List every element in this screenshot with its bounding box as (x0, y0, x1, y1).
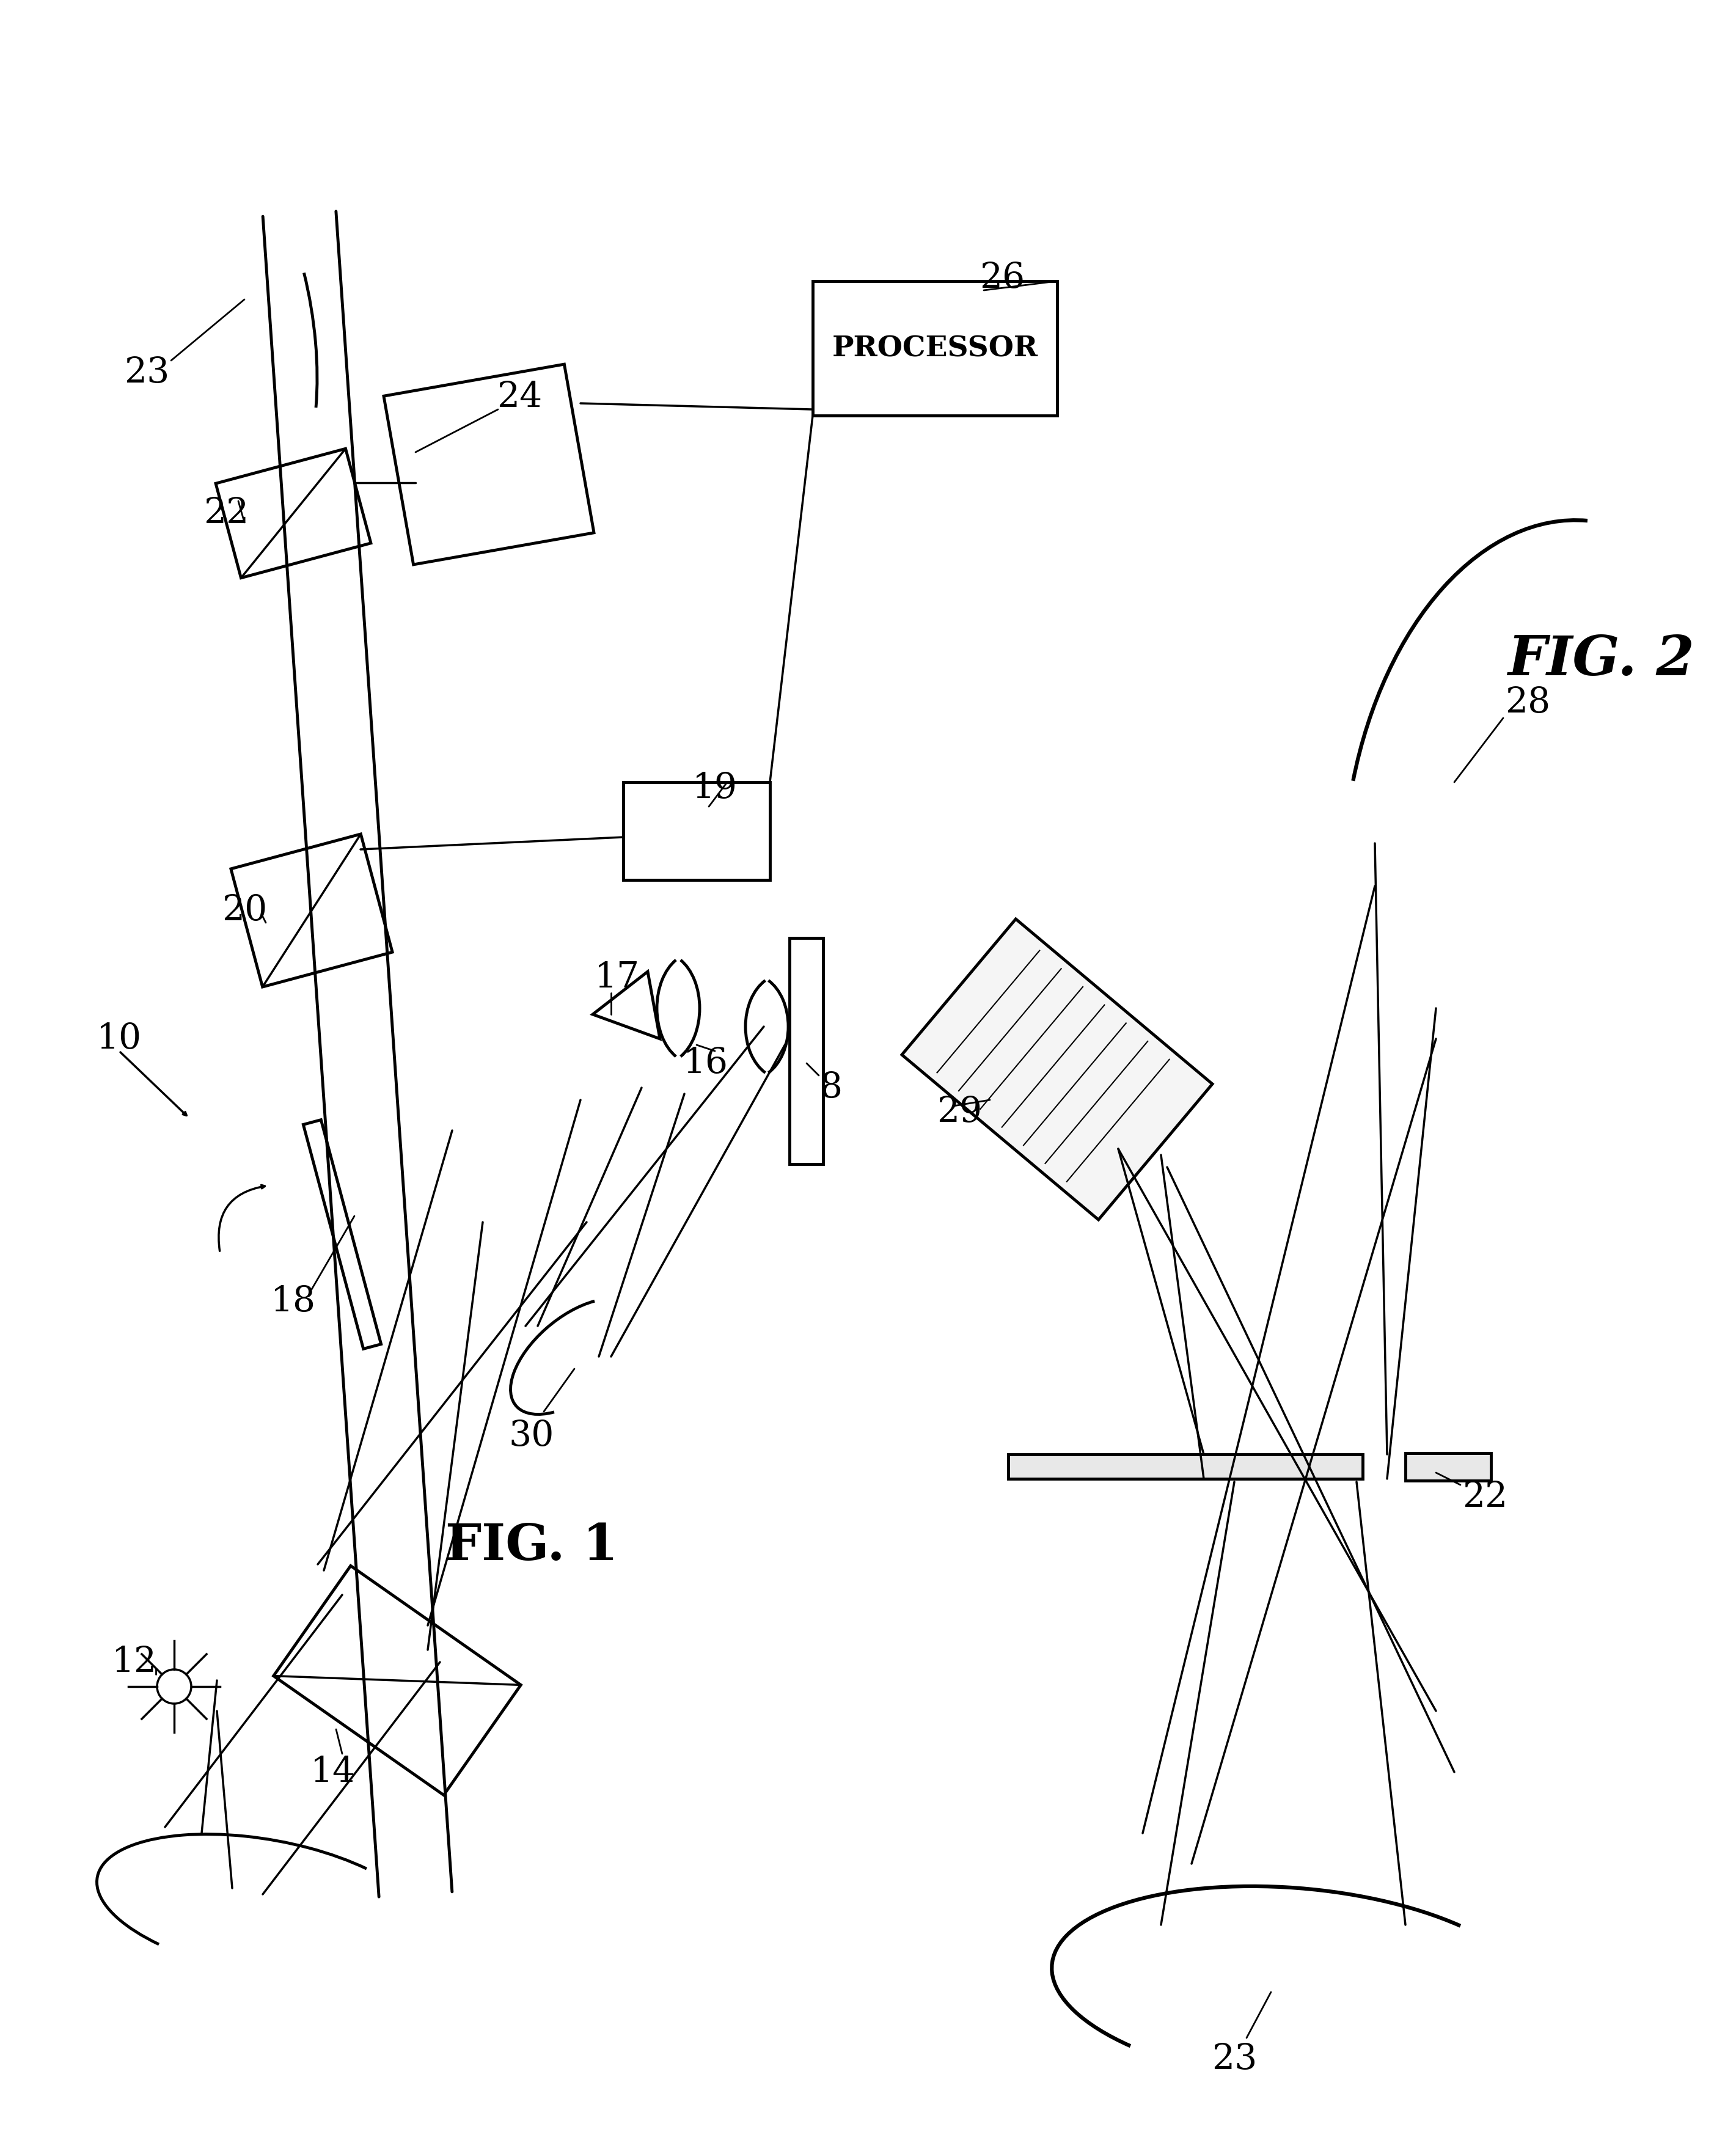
Text: FIG. 2: FIG. 2 (1507, 633, 1694, 687)
Polygon shape (1009, 1454, 1363, 1480)
Polygon shape (812, 281, 1057, 416)
Text: 22: 22 (203, 497, 248, 531)
Text: 14: 14 (311, 1755, 356, 1789)
Text: 18: 18 (271, 1283, 316, 1320)
Text: 23: 23 (123, 356, 170, 390)
Text: 20: 20 (222, 893, 267, 927)
Text: 10: 10 (97, 1021, 142, 1055)
Text: 28: 28 (1505, 687, 1550, 721)
Polygon shape (304, 1119, 382, 1350)
Polygon shape (231, 834, 392, 987)
Polygon shape (790, 938, 823, 1164)
Text: FIG. 1: FIG. 1 (446, 1522, 618, 1571)
Polygon shape (384, 365, 594, 565)
Text: 12: 12 (111, 1646, 156, 1680)
Text: 30: 30 (509, 1420, 554, 1454)
Text: 17: 17 (594, 962, 641, 996)
Text: 16: 16 (684, 1047, 729, 1081)
Text: 22: 22 (1462, 1480, 1507, 1514)
Text: 29: 29 (937, 1096, 983, 1130)
Text: PROCESSOR: PROCESSOR (832, 335, 1038, 362)
Text: 8: 8 (819, 1070, 842, 1104)
Polygon shape (592, 972, 660, 1038)
Polygon shape (623, 782, 771, 881)
Polygon shape (274, 1565, 521, 1795)
Polygon shape (903, 919, 1212, 1220)
Text: 19: 19 (693, 772, 738, 806)
Text: 24: 24 (496, 379, 542, 414)
Text: 23: 23 (1212, 2042, 1257, 2077)
Polygon shape (215, 448, 372, 578)
Polygon shape (1406, 1452, 1491, 1480)
Text: 26: 26 (979, 260, 1024, 294)
